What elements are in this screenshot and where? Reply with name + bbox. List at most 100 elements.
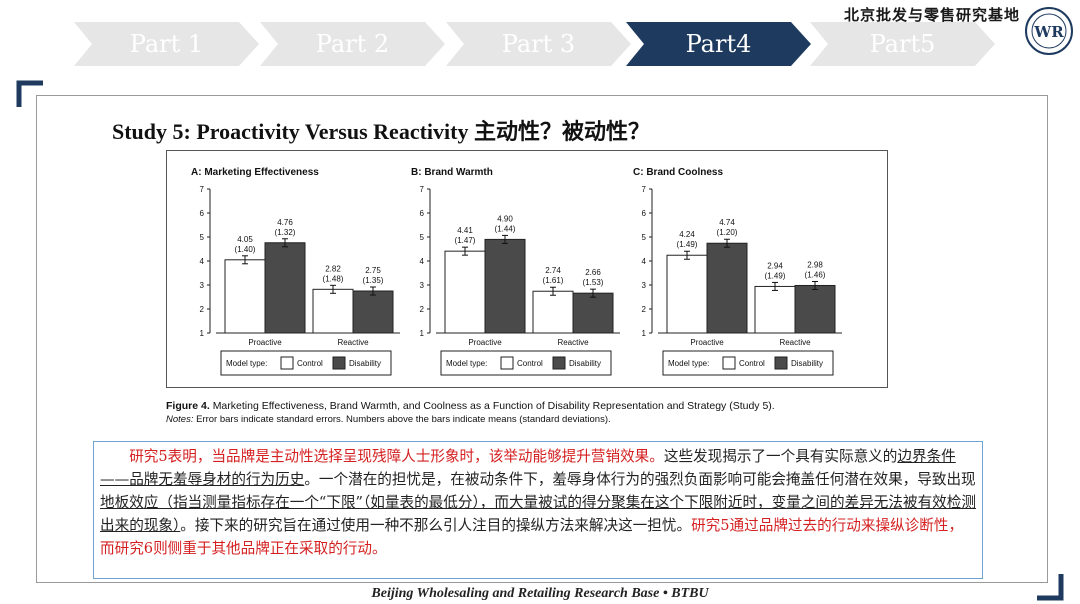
summary-sentence: 研究5表明，当品牌是主动性选择呈现残障人士形象时，该举动能够提升营销效果。 <box>129 448 664 465</box>
y-tick-label: 3 <box>642 281 647 290</box>
figure-panel: A: Marketing Effectiveness 1 2 3 4 5 6 7 4.05 (1.… <box>166 150 888 388</box>
legend-box <box>440 350 612 376</box>
data-label: 4.74 <box>719 218 735 227</box>
y-tick-label: 2 <box>420 305 425 314</box>
tab-label: Part 1 <box>129 30 204 58</box>
y-tick-label: 6 <box>642 209 647 218</box>
y-tick-label: 5 <box>200 233 205 242</box>
x-tick-label: Reactive <box>779 338 811 347</box>
y-tick-label: 6 <box>200 209 205 218</box>
bar-disability <box>794 284 836 334</box>
figure-caption: Figure 4. Marketing Effectiveness, Brand… <box>166 400 966 425</box>
y-tick-label: 6 <box>420 209 425 218</box>
section-nav: Part 1 Part 2 Part 3 Part4 Part5 <box>74 22 995 66</box>
tab-label: Part 3 <box>501 30 576 58</box>
bar-charts: A: Marketing Effectiveness 1 2 3 4 5 6 7 4.05 (1.… <box>191 167 842 376</box>
bar-control <box>666 254 708 334</box>
summary-sentence: 。接下来的研究旨在通过使用一种不那么引人注目的操纵方法来解决这一担忧。 <box>180 517 692 534</box>
tab-part-1[interactable]: Part 1 <box>74 22 259 66</box>
data-label: 4.24 <box>679 230 695 239</box>
tab-part-4[interactable]: Part4 <box>626 22 811 66</box>
chart-title: C: Brand Coolness <box>633 167 723 178</box>
legend-label: Disability <box>791 359 823 368</box>
x-tick-label: Proactive <box>468 338 502 347</box>
corner-bracket-bottom-right <box>1037 574 1064 601</box>
bar-disability <box>572 292 614 334</box>
data-label-sd: (1.53) <box>583 278 604 287</box>
y-tick-label: 7 <box>642 185 647 194</box>
legend-label: Control <box>517 359 543 368</box>
legend-label: Disability <box>349 359 381 368</box>
data-label-sd: (1.32) <box>275 228 296 237</box>
x-tick-label: Reactive <box>557 338 589 347</box>
y-tick-label: 1 <box>642 329 647 338</box>
data-label: 4.90 <box>497 214 513 223</box>
chevron-shape <box>810 22 995 66</box>
legend-swatch-disability <box>332 356 346 370</box>
caption-text: Marketing Effectiveness, Brand Warmth, a… <box>212 400 775 412</box>
legend-title: Model type: <box>668 359 709 368</box>
tab-part-3[interactable]: Part 3 <box>446 22 631 66</box>
data-label: 2.75 <box>365 266 381 275</box>
data-label-sd: (1.49) <box>765 271 786 280</box>
bar-control <box>532 290 574 334</box>
legend-label: Control <box>297 359 323 368</box>
legend-title: Model type: <box>226 359 267 368</box>
legend-label: Control <box>739 359 765 368</box>
y-tick-label: 1 <box>420 329 425 338</box>
legend-swatch-control <box>500 356 514 370</box>
y-tick-label: 1 <box>200 329 205 338</box>
y-tick-label: 3 <box>200 281 205 290</box>
data-label: 2.82 <box>325 264 341 273</box>
y-tick-label: 4 <box>200 257 205 266</box>
logo-text: WR <box>1033 23 1064 41</box>
chart-title: B: Brand Warmth <box>411 167 493 178</box>
bar-control <box>224 259 266 334</box>
data-label-sd: (1.20) <box>717 228 738 237</box>
caption-label: Figure 4. <box>166 400 210 412</box>
legend-swatch-control <box>280 356 294 370</box>
brand-name: 北京批发与零售研究基地 <box>843 6 1020 24</box>
data-label: 2.98 <box>807 260 823 269</box>
tab-part-5[interactable]: Part5 <box>810 22 995 66</box>
data-label-sd: (1.46) <box>805 270 826 279</box>
legend-swatch-disability <box>552 356 566 370</box>
y-tick-label: 5 <box>420 233 425 242</box>
tab-label: Part5 <box>869 30 936 58</box>
y-tick-label: 4 <box>420 257 425 266</box>
tab-part-2[interactable]: Part 2 <box>260 22 445 66</box>
y-tick-label: 2 <box>642 305 647 314</box>
notes-text: Error bars indicate standard errors. Num… <box>196 414 611 425</box>
data-label: 4.41 <box>457 226 473 235</box>
slide-title: Study 5: Proactivity Versus Reactivity 主… <box>112 119 650 144</box>
bar-disability <box>264 242 306 334</box>
bar-control <box>754 285 796 334</box>
data-label-sd: (1.49) <box>677 240 698 249</box>
y-tick-label: 5 <box>642 233 647 242</box>
y-tick-label: 3 <box>420 281 425 290</box>
bar-disability <box>484 238 526 334</box>
x-tick-label: Proactive <box>690 338 724 347</box>
summary-sentence: 。一个潜在的担忧是，在被动条件下，羞辱身体行为的强烈负面影响可能会掩盖任何潜在效… <box>304 471 976 488</box>
data-label-sd: (1.61) <box>543 276 564 285</box>
y-tick-label: 7 <box>420 185 425 194</box>
tab-label: Part4 <box>685 30 752 58</box>
data-label: 2.66 <box>585 268 601 277</box>
legend-box <box>662 350 834 376</box>
chevron-shape <box>74 22 259 66</box>
bar-control <box>312 288 354 334</box>
data-label: 2.94 <box>767 261 783 270</box>
x-tick-label: Proactive <box>248 338 282 347</box>
x-tick-label: Reactive <box>337 338 369 347</box>
chevron-shape <box>626 22 811 66</box>
bar-disability <box>706 242 748 334</box>
notes-label: Notes: <box>166 414 194 425</box>
bar-disability <box>352 290 394 334</box>
chevron-shape <box>260 22 445 66</box>
summary-highlight: 边界条件——品牌无羞辱身材的行为历史 <box>100 448 956 488</box>
data-label: 4.05 <box>237 235 253 244</box>
y-tick-label: 4 <box>642 257 647 266</box>
summary-sentence: 这些发现揭示了一个具有实际意义的 <box>663 448 898 465</box>
data-label-sd: (1.44) <box>495 224 516 233</box>
chart-title: A: Marketing Effectiveness <box>191 167 319 178</box>
